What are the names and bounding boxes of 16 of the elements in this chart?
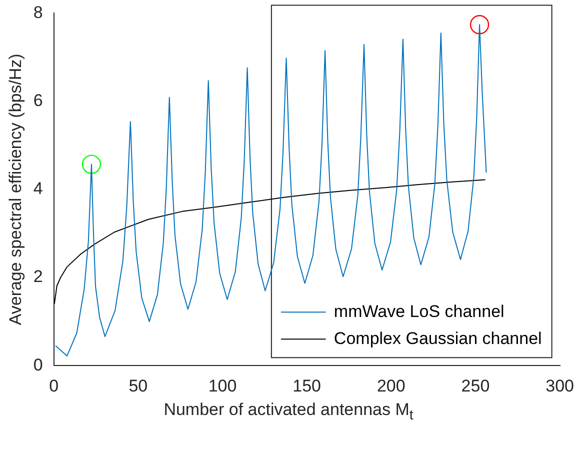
y-tick-label: 6 <box>33 90 43 110</box>
legend-label: mmWave LoS channel <box>334 302 504 321</box>
x-tick-label: 150 <box>292 376 322 396</box>
x-axis-title: Number of activated antennas M$_{t}$ <box>162 400 414 424</box>
x-tick-label: 200 <box>376 376 406 396</box>
x-tick-label: 300 <box>546 376 574 396</box>
y-tick-label: 2 <box>33 267 43 286</box>
y-tick-label: 4 <box>33 179 43 198</box>
x-tick-label: 250 <box>461 376 490 396</box>
legend-label: Complex Gaussian channel <box>334 328 542 348</box>
y-tick-label: 8 <box>33 2 43 22</box>
x-tick-label: 0 <box>49 376 59 396</box>
y-axis-title: Average spectral efficiency (bps/Hz) <box>6 54 25 326</box>
x-tick-label: 100 <box>208 376 237 396</box>
y-tick-label: 0 <box>33 355 43 374</box>
x-tick-label: 50 <box>128 376 148 396</box>
